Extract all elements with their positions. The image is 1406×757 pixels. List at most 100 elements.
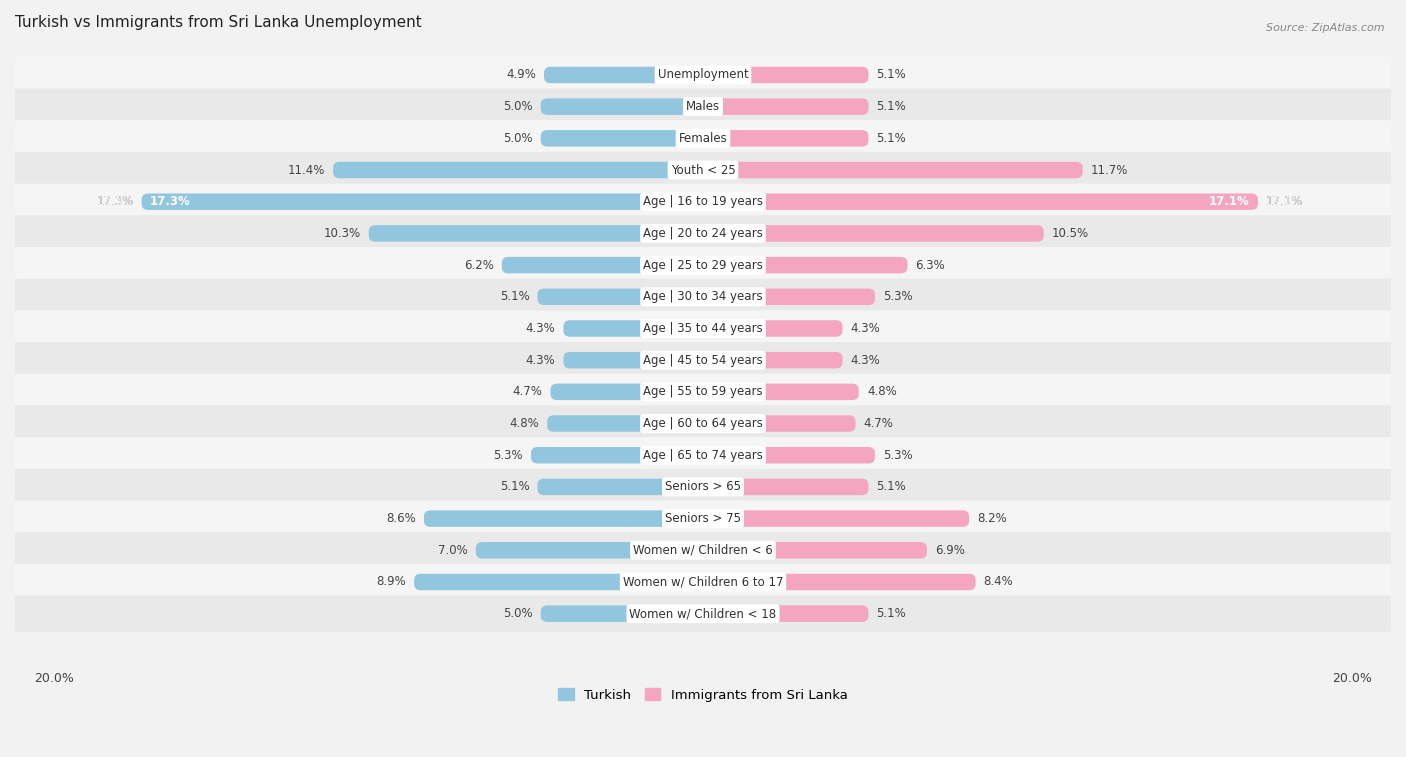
FancyBboxPatch shape [703, 257, 907, 273]
FancyBboxPatch shape [703, 98, 869, 115]
FancyBboxPatch shape [703, 67, 869, 83]
FancyBboxPatch shape [703, 478, 869, 495]
FancyBboxPatch shape [6, 342, 1400, 378]
FancyBboxPatch shape [423, 510, 703, 527]
Text: 11.7%: 11.7% [1091, 164, 1128, 176]
FancyBboxPatch shape [6, 532, 1400, 569]
FancyBboxPatch shape [333, 162, 703, 178]
FancyBboxPatch shape [703, 194, 1258, 210]
Text: Women w/ Children < 6: Women w/ Children < 6 [633, 544, 773, 557]
Text: 6.9%: 6.9% [935, 544, 965, 557]
Text: 4.3%: 4.3% [851, 354, 880, 366]
FancyBboxPatch shape [6, 215, 1400, 251]
FancyBboxPatch shape [6, 596, 1400, 632]
Text: Age | 55 to 59 years: Age | 55 to 59 years [643, 385, 763, 398]
FancyBboxPatch shape [6, 500, 1400, 537]
FancyBboxPatch shape [703, 416, 855, 431]
Text: 11.4%: 11.4% [288, 164, 325, 176]
Text: 4.3%: 4.3% [851, 322, 880, 335]
Text: 5.1%: 5.1% [876, 607, 907, 620]
FancyBboxPatch shape [6, 152, 1400, 188]
Text: 5.1%: 5.1% [876, 100, 907, 113]
Legend: Turkish, Immigrants from Sri Lanka: Turkish, Immigrants from Sri Lanka [553, 683, 853, 707]
Text: 4.3%: 4.3% [526, 354, 555, 366]
FancyBboxPatch shape [703, 225, 1043, 241]
Text: 5.1%: 5.1% [876, 132, 907, 145]
FancyBboxPatch shape [703, 574, 976, 590]
FancyBboxPatch shape [6, 279, 1400, 315]
Text: Age | 65 to 74 years: Age | 65 to 74 years [643, 449, 763, 462]
FancyBboxPatch shape [703, 352, 842, 369]
Text: Age | 45 to 54 years: Age | 45 to 54 years [643, 354, 763, 366]
FancyBboxPatch shape [703, 162, 1083, 178]
Text: 5.1%: 5.1% [499, 290, 530, 304]
Text: 6.3%: 6.3% [915, 259, 945, 272]
Text: 5.1%: 5.1% [876, 68, 907, 82]
FancyBboxPatch shape [537, 478, 703, 495]
FancyBboxPatch shape [541, 606, 703, 622]
Text: 10.5%: 10.5% [1052, 227, 1090, 240]
FancyBboxPatch shape [703, 288, 875, 305]
Text: 5.3%: 5.3% [494, 449, 523, 462]
FancyBboxPatch shape [6, 120, 1400, 157]
Text: 4.9%: 4.9% [506, 68, 536, 82]
Text: 8.9%: 8.9% [377, 575, 406, 588]
FancyBboxPatch shape [531, 447, 703, 463]
Text: Age | 60 to 64 years: Age | 60 to 64 years [643, 417, 763, 430]
FancyBboxPatch shape [564, 352, 703, 369]
FancyBboxPatch shape [537, 288, 703, 305]
FancyBboxPatch shape [703, 447, 875, 463]
Text: Age | 16 to 19 years: Age | 16 to 19 years [643, 195, 763, 208]
Text: 17.1%: 17.1% [1265, 195, 1303, 208]
FancyBboxPatch shape [6, 89, 1400, 125]
FancyBboxPatch shape [703, 320, 842, 337]
Text: Males: Males [686, 100, 720, 113]
FancyBboxPatch shape [6, 310, 1400, 347]
Text: Women w/ Children 6 to 17: Women w/ Children 6 to 17 [623, 575, 783, 588]
FancyBboxPatch shape [703, 384, 859, 400]
Text: 4.3%: 4.3% [526, 322, 555, 335]
FancyBboxPatch shape [547, 416, 703, 431]
Text: Turkish vs Immigrants from Sri Lanka Unemployment: Turkish vs Immigrants from Sri Lanka Une… [15, 15, 422, 30]
FancyBboxPatch shape [703, 542, 927, 559]
FancyBboxPatch shape [544, 67, 703, 83]
FancyBboxPatch shape [6, 247, 1400, 283]
Text: Age | 20 to 24 years: Age | 20 to 24 years [643, 227, 763, 240]
FancyBboxPatch shape [475, 542, 703, 559]
FancyBboxPatch shape [415, 574, 703, 590]
Text: 5.0%: 5.0% [503, 132, 533, 145]
FancyBboxPatch shape [368, 225, 703, 241]
FancyBboxPatch shape [541, 130, 703, 147]
FancyBboxPatch shape [6, 374, 1400, 410]
Text: 8.2%: 8.2% [977, 512, 1007, 525]
Text: Source: ZipAtlas.com: Source: ZipAtlas.com [1267, 23, 1385, 33]
Text: 5.1%: 5.1% [876, 481, 907, 494]
FancyBboxPatch shape [703, 510, 969, 527]
FancyBboxPatch shape [6, 564, 1400, 600]
Text: 7.0%: 7.0% [437, 544, 468, 557]
Text: 4.8%: 4.8% [868, 385, 897, 398]
Text: 8.4%: 8.4% [984, 575, 1014, 588]
Text: 17.1%: 17.1% [1265, 195, 1303, 208]
Text: 4.7%: 4.7% [863, 417, 894, 430]
FancyBboxPatch shape [551, 384, 703, 400]
FancyBboxPatch shape [142, 194, 703, 210]
FancyBboxPatch shape [6, 469, 1400, 505]
Text: 4.7%: 4.7% [512, 385, 543, 398]
Text: Seniors > 65: Seniors > 65 [665, 481, 741, 494]
Text: 8.6%: 8.6% [387, 512, 416, 525]
Text: 6.2%: 6.2% [464, 259, 494, 272]
Text: 5.0%: 5.0% [503, 607, 533, 620]
FancyBboxPatch shape [564, 320, 703, 337]
FancyBboxPatch shape [6, 184, 1400, 220]
Text: 17.3%: 17.3% [149, 195, 190, 208]
Text: Women w/ Children < 18: Women w/ Children < 18 [630, 607, 776, 620]
Text: Unemployment: Unemployment [658, 68, 748, 82]
Text: 5.1%: 5.1% [499, 481, 530, 494]
Text: 17.1%: 17.1% [1209, 195, 1250, 208]
Text: Age | 30 to 34 years: Age | 30 to 34 years [643, 290, 763, 304]
Text: 5.0%: 5.0% [503, 100, 533, 113]
FancyBboxPatch shape [703, 606, 869, 622]
FancyBboxPatch shape [502, 257, 703, 273]
Text: Age | 35 to 44 years: Age | 35 to 44 years [643, 322, 763, 335]
